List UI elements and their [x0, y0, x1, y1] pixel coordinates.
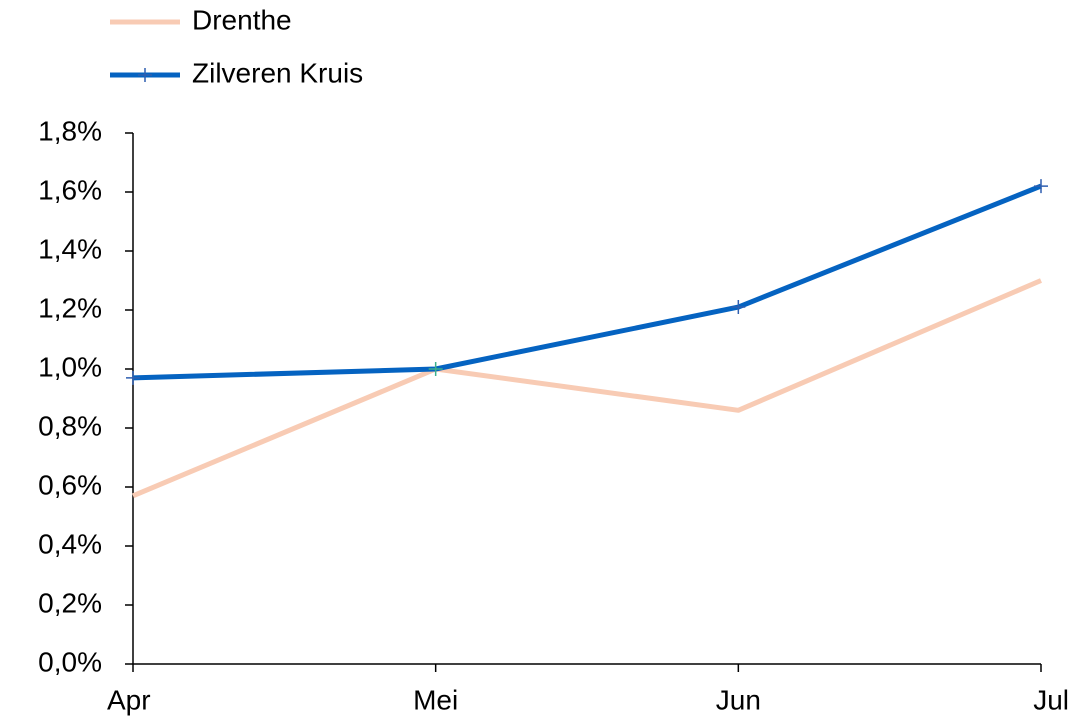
legend-label: Zilveren Kruis — [192, 57, 363, 88]
x-tick-label: Mei — [413, 684, 458, 715]
y-tick-label: 1,0% — [38, 351, 102, 382]
y-tick-label: 1,4% — [38, 233, 102, 264]
marker — [126, 370, 140, 385]
series-line — [132, 278, 1042, 499]
y-tick-label: 1,6% — [38, 174, 102, 205]
legend-marker — [138, 68, 152, 82]
y-tick-label: 0,6% — [38, 469, 102, 500]
y-tick-label: 0,0% — [38, 646, 102, 677]
x-tick-label: Jul — [1033, 684, 1069, 715]
y-tick-label: 0,4% — [38, 528, 102, 559]
marker — [428, 362, 443, 376]
legend-label: Drenthe — [192, 4, 292, 35]
y-tick-label: 1,8% — [38, 115, 102, 146]
x-tick-label: Jun — [716, 684, 761, 715]
y-tick-label: 0,2% — [38, 587, 102, 618]
series-line — [132, 183, 1042, 381]
y-tick-label: 1,2% — [38, 292, 102, 323]
y-tick-label: 0,8% — [38, 410, 102, 441]
marker — [1034, 179, 1048, 194]
x-tick-label: Apr — [107, 684, 151, 715]
marker — [731, 300, 746, 315]
